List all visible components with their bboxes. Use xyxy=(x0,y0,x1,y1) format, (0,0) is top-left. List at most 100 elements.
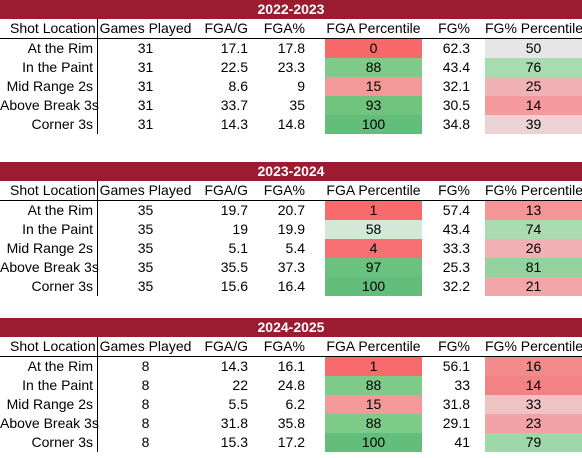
cell-fg-percentile: 50 xyxy=(485,39,582,58)
cell-fga-per-game: 19.7 xyxy=(220,202,248,218)
column-header-games-played: Games Played xyxy=(99,338,192,354)
cell-fga-percent: 37.3 xyxy=(277,259,305,275)
column-divider xyxy=(97,181,98,296)
cell-fga-percent: 16.1 xyxy=(277,358,305,374)
cell-games-played: 8 xyxy=(141,377,150,393)
column-header-fg-percent: FG% xyxy=(438,182,470,198)
column-header-fg-percent: FG% xyxy=(438,338,470,354)
cell-games-played: 31 xyxy=(137,97,154,113)
cell-games-played: 35 xyxy=(137,259,154,275)
cell-fg-percent: 32.2 xyxy=(442,278,470,294)
cell-shot-location: At the Rim xyxy=(27,202,93,218)
cell-fga-percentile: 15 xyxy=(325,395,422,414)
cell-fga-percent: 5.4 xyxy=(285,240,305,256)
cell-fg-percentile: 14 xyxy=(485,376,582,395)
cell-fga-percentile: 1 xyxy=(325,201,422,220)
column-header-fga-per-game: FGA/G xyxy=(204,338,248,354)
cell-fga-per-game: 8.6 xyxy=(228,78,248,94)
cell-shot-location: Mid Range 2s xyxy=(6,240,93,256)
table-row: Corner 3s 8 15.3 17.2 100 41 79 xyxy=(0,433,582,452)
table-row: In the Paint 31 22.5 23.3 88 43.4 76 xyxy=(0,58,582,77)
cell-fga-per-game: 31.8 xyxy=(220,415,248,431)
column-header-shot-location: Shot Location xyxy=(10,20,96,36)
cell-fg-percentile: 21 xyxy=(485,277,582,296)
cell-fga-percent: 23.3 xyxy=(277,59,305,75)
cell-fg-percent: 34.8 xyxy=(442,116,470,132)
cell-games-played: 31 xyxy=(137,116,154,132)
table-row: In the Paint 8 22 24.8 88 33 14 xyxy=(0,376,582,395)
cell-fga-percent: 17.8 xyxy=(277,40,305,56)
season-table: 2023-2024 Shot Location Games Played FGA/G F… xyxy=(0,162,582,296)
cell-fg-percent: 33.3 xyxy=(442,240,470,256)
cell-fga-per-game: 15.6 xyxy=(220,278,248,294)
cell-fga-percentile: 0 xyxy=(325,39,422,58)
table-row: At the Rim 8 14.3 16.1 1 56.1 16 xyxy=(0,357,582,376)
cell-fga-per-game: 33.7 xyxy=(220,97,248,113)
cell-fg-percentile: 33 xyxy=(485,395,582,414)
cell-fg-percent: 56.1 xyxy=(442,358,470,374)
cell-fga-percentile: 88 xyxy=(325,376,422,395)
cell-fga-percentile: 100 xyxy=(325,433,422,452)
cell-shot-location: Corner 3s xyxy=(31,434,93,450)
column-header-games-played: Games Played xyxy=(99,20,192,36)
header-row: Shot Location Games Played FGA/G FGA% FGA Pe… xyxy=(0,181,582,201)
cell-fg-percentile: 39 xyxy=(485,115,582,134)
cell-fg-percent: 57.4 xyxy=(442,202,470,218)
table-row: Mid Range 2s 35 5.1 5.4 4 33.3 26 xyxy=(0,239,582,258)
cell-shot-location: Above Break 3s xyxy=(0,415,99,431)
cell-shot-location: In the Paint xyxy=(22,377,93,393)
cell-fg-percentile: 26 xyxy=(485,239,582,258)
table-row: Above Break 3s 31 33.7 35 93 30.5 14 xyxy=(0,96,582,115)
cell-fga-percent: 35 xyxy=(289,97,305,113)
cell-fga-percentile: 1 xyxy=(325,357,422,376)
cell-shot-location: At the Rim xyxy=(27,40,93,56)
cell-fga-percentile: 88 xyxy=(325,414,422,433)
cell-shot-location: Mid Range 2s xyxy=(6,396,93,412)
cell-fga-percentile: 100 xyxy=(325,277,422,296)
header-row: Shot Location Games Played FGA/G FGA% FGA Pe… xyxy=(0,19,582,39)
cell-fga-percent: 9 xyxy=(297,78,305,94)
cell-games-played: 8 xyxy=(141,358,150,374)
cell-shot-location: Mid Range 2s xyxy=(6,78,93,94)
cell-fg-percent: 43.4 xyxy=(442,221,470,237)
column-header-fga-percent: FGA% xyxy=(263,338,305,354)
cell-fga-per-game: 15.3 xyxy=(220,434,248,450)
column-header-fg-percent: FG% xyxy=(438,20,470,36)
cell-games-played: 35 xyxy=(137,221,154,237)
cell-fga-percentile: 100 xyxy=(325,115,422,134)
cell-fg-percent: 43.4 xyxy=(442,59,470,75)
column-header-fga-percentile: FGA Percentile xyxy=(326,338,421,354)
cell-games-played: 31 xyxy=(137,59,154,75)
cell-shot-location: Above Break 3s xyxy=(0,97,99,113)
cell-fg-percentile: 16 xyxy=(485,357,582,376)
cell-games-played: 35 xyxy=(137,240,154,256)
column-header-fg-percentile: FG% Percentile xyxy=(485,182,582,198)
cell-fg-percentile: 79 xyxy=(485,433,582,452)
cell-fga-per-game: 5.5 xyxy=(228,396,248,412)
table-row: At the Rim 35 19.7 20.7 1 57.4 13 xyxy=(0,201,582,220)
cell-fg-percent: 25.3 xyxy=(442,259,470,275)
cell-fga-per-game: 22.5 xyxy=(220,59,248,75)
cell-fga-per-game: 22 xyxy=(232,377,248,393)
header-row: Shot Location Games Played FGA/G FGA% FGA Pe… xyxy=(0,337,582,357)
cell-fga-percent: 20.7 xyxy=(277,202,305,218)
cell-fga-per-game: 17.1 xyxy=(220,40,248,56)
cell-shot-location: In the Paint xyxy=(22,221,93,237)
cell-fga-percent: 19.9 xyxy=(277,221,305,237)
column-header-fga-per-game: FGA/G xyxy=(204,182,248,198)
cell-games-played: 35 xyxy=(137,278,154,294)
cell-fg-percentile: 76 xyxy=(485,58,582,77)
cell-fg-percentile: 23 xyxy=(485,414,582,433)
table-row: Corner 3s 31 14.3 14.8 100 34.8 39 xyxy=(0,115,582,134)
cell-fg-percent: 30.5 xyxy=(442,97,470,113)
cell-fga-per-game: 14.3 xyxy=(220,116,248,132)
table-row: Mid Range 2s 8 5.5 6.2 15 31.8 33 xyxy=(0,395,582,414)
cell-fga-percent: 14.8 xyxy=(277,116,305,132)
cell-games-played: 35 xyxy=(137,202,154,218)
cell-fga-percent: 17.2 xyxy=(277,434,305,450)
table-row: Corner 3s 35 15.6 16.4 100 32.2 21 xyxy=(0,277,582,296)
cell-fga-percentile: 4 xyxy=(325,239,422,258)
table-row: Above Break 3s 8 31.8 35.8 88 29.1 23 xyxy=(0,414,582,433)
cell-shot-location: Above Break 3s xyxy=(0,259,99,275)
cell-shot-location: At the Rim xyxy=(27,358,93,374)
